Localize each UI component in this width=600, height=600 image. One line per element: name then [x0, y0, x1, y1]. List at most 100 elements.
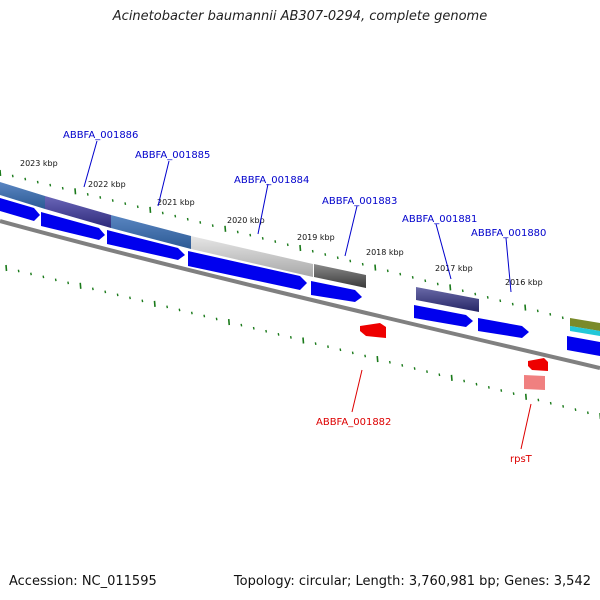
- minor-tick: [461, 289, 464, 293]
- minor-tick: [136, 205, 139, 209]
- gene-label-abbfa-001884[interactable]: ABBFA_001884: [234, 175, 309, 186]
- cog-block-001885: [45, 196, 111, 228]
- minor-tick: [199, 221, 202, 224]
- major-tick: [376, 356, 379, 363]
- kbp-label: 2023 kbp: [20, 159, 58, 168]
- minor-tick: [426, 370, 428, 373]
- minor-tick: [386, 269, 389, 273]
- minor-tick: [289, 336, 292, 339]
- kbp-label: 2020 kbp: [227, 216, 265, 225]
- rrna-block: [524, 375, 545, 390]
- minor-tick: [574, 408, 577, 411]
- leader-line: [83, 140, 98, 188]
- major-tick: [374, 264, 377, 271]
- minor-tick: [475, 382, 478, 386]
- cds-arrow-reverse: [528, 358, 548, 371]
- minor-tick: [561, 316, 564, 320]
- cds-arrow-reverse: [360, 323, 386, 338]
- minor-tick: [487, 385, 490, 389]
- cds-arrow: [0, 198, 40, 221]
- minor-tick: [361, 262, 364, 266]
- minor-tick: [104, 290, 107, 294]
- inner-tick-ring: [5, 264, 600, 420]
- minor-tick: [500, 389, 503, 392]
- kbp-label: 2022 kbp: [88, 180, 126, 189]
- minor-tick: [474, 292, 477, 296]
- major-tick: [227, 319, 231, 326]
- minor-tick: [91, 287, 94, 291]
- minor-tick: [203, 314, 206, 318]
- gene-leader-lines: [83, 140, 532, 450]
- gene-label-rpst[interactable]: rpsT: [510, 454, 533, 465]
- minor-tick: [314, 342, 317, 345]
- kbp-label: 2021 kbp: [157, 198, 195, 207]
- minor-tick: [364, 354, 367, 358]
- minor-tick: [388, 360, 391, 364]
- minor-tick: [436, 282, 439, 286]
- minor-tick: [129, 296, 131, 300]
- kbp-label: 2016 kbp: [505, 278, 543, 287]
- genome-info-text: Topology: circular; Length: 3,760,981 bp…: [233, 574, 591, 589]
- gene-label-abbfa-001885[interactable]: ABBFA_001885: [135, 150, 210, 161]
- minor-tick: [186, 217, 189, 221]
- leader-line: [257, 183, 269, 235]
- major-tick: [149, 206, 152, 213]
- minor-tick: [411, 276, 414, 279]
- major-tick: [524, 393, 528, 400]
- cog-block-001886: [0, 182, 45, 209]
- minor-tick: [311, 249, 314, 253]
- leader-line: [351, 369, 363, 413]
- minor-tick: [211, 224, 214, 227]
- minor-tick: [336, 256, 339, 260]
- minor-tick: [463, 379, 466, 383]
- minor-tick: [499, 299, 502, 303]
- minor-tick: [11, 174, 14, 178]
- minor-tick: [141, 299, 144, 303]
- minor-tick: [61, 186, 64, 190]
- gene-label-abbfa-001882[interactable]: ABBFA_001882: [316, 417, 391, 428]
- minor-tick: [549, 312, 552, 316]
- minor-tick: [252, 326, 255, 330]
- genome-backbone: [0, 219, 600, 370]
- gene-labels: ABBFA_001886 ABBFA_001885 ABBFA_001884 A…: [63, 130, 546, 465]
- major-tick: [224, 225, 227, 232]
- cds-arrow: [107, 230, 185, 260]
- kbp-label: 2018 kbp: [366, 248, 404, 257]
- minor-tick: [236, 230, 239, 234]
- minor-tick: [249, 233, 252, 237]
- minor-tick: [424, 279, 427, 283]
- minor-tick: [111, 199, 114, 202]
- minor-tick: [166, 305, 169, 309]
- cog-block-001881: [416, 287, 479, 312]
- major-tick: [153, 300, 156, 307]
- minor-tick: [30, 272, 32, 276]
- minor-tick: [438, 373, 441, 377]
- cds-arrow: [567, 336, 600, 356]
- gene-label-abbfa-001886[interactable]: ABBFA_001886: [63, 130, 138, 141]
- minor-tick: [178, 308, 181, 312]
- leader-line: [520, 403, 532, 450]
- minor-tick: [124, 202, 127, 206]
- gene-label-abbfa-001883[interactable]: ABBFA_001883: [322, 196, 397, 207]
- cog-block-001884: [111, 215, 191, 249]
- major-tick: [5, 264, 8, 272]
- gene-label-abbfa-001880[interactable]: ABBFA_001880: [471, 228, 546, 239]
- cog-track: [0, 182, 600, 336]
- forward-cds-track: [0, 198, 600, 356]
- minor-tick: [274, 240, 277, 243]
- minor-tick: [286, 243, 289, 247]
- minor-tick: [349, 259, 352, 263]
- kbp-label: 2019 kbp: [297, 233, 335, 242]
- minor-tick: [99, 196, 102, 199]
- cds-arrow: [478, 318, 529, 338]
- minor-tick: [399, 272, 402, 276]
- gene-label-abbfa-001881[interactable]: ABBFA_001881: [402, 214, 477, 225]
- minor-tick: [277, 332, 280, 336]
- minor-tick: [161, 211, 164, 215]
- leader-line: [344, 205, 358, 257]
- major-tick: [299, 244, 302, 252]
- reverse-cds-track: [360, 323, 548, 390]
- kbp-label: 2017 kbp: [435, 264, 473, 273]
- minor-tick: [42, 275, 45, 279]
